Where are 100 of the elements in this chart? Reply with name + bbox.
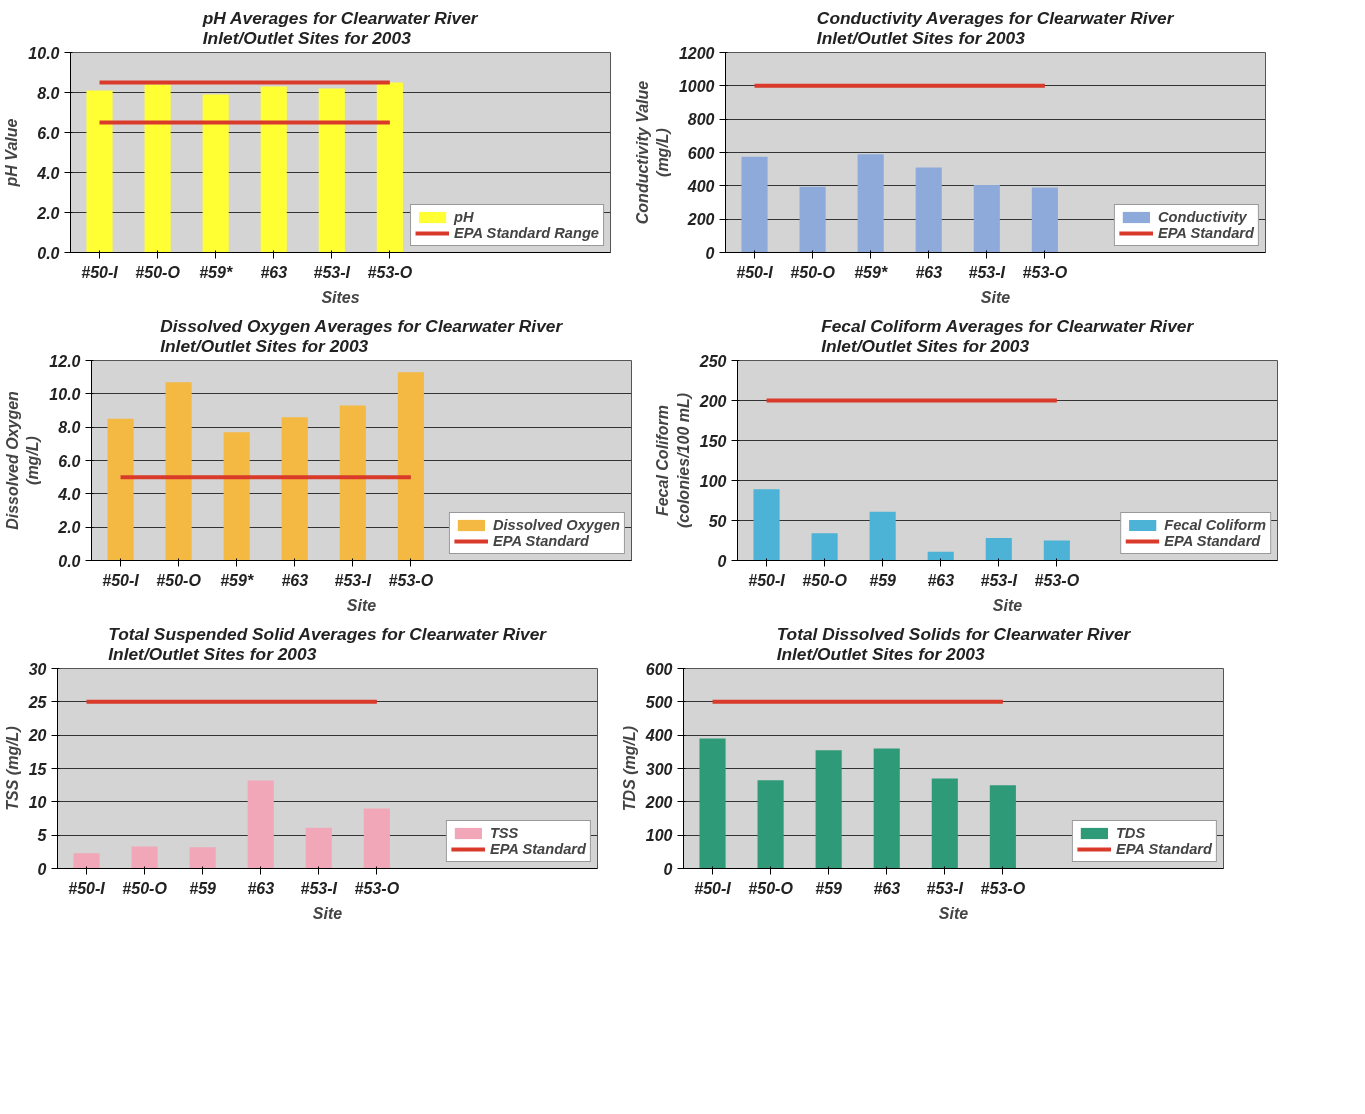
bar: [376, 82, 403, 253]
bar: [699, 738, 726, 869]
y-tick-label: 2.0: [36, 204, 60, 222]
bar: [1043, 540, 1070, 561]
bar: [247, 780, 274, 869]
x-tick-label: #50-O: [156, 571, 202, 589]
x-axis-title: Site: [312, 904, 343, 922]
y-tick-label: 800: [687, 111, 715, 129]
x-tick-label: #53-I: [313, 263, 351, 281]
bar: [873, 748, 900, 869]
y-tick-label: 1200: [678, 44, 715, 62]
x-tick-label: #53-I: [300, 879, 338, 897]
y-tick-label: 100: [699, 472, 727, 490]
x-tick-label: #53-O: [1034, 571, 1080, 589]
y-tick-label: 10.0: [28, 44, 60, 62]
bar: [260, 86, 287, 253]
legend-label: EPA Standard: [1164, 533, 1261, 549]
x-tick-label: #53-O: [354, 879, 400, 897]
x-tick-label: #53-I: [926, 879, 964, 897]
y-axis-title: TDS (mg/L): [620, 725, 638, 812]
y-tick-label: 2.0: [57, 519, 81, 537]
y-tick-label: 0: [717, 552, 727, 570]
legend-label: EPA Standard: [492, 533, 590, 549]
x-tick-label: #53-I: [334, 571, 372, 589]
x-axis-title: Site: [938, 904, 969, 922]
y-tick-label: 4.0: [57, 485, 81, 503]
chart-title: Conductivity Averages for Clearwater River Inlet/Outlet Sites for 2003: [816, 7, 1175, 48]
y-tick-label: 10.0: [49, 385, 81, 403]
y-tick-label: 600: [687, 144, 715, 162]
bar: [397, 372, 424, 561]
x-tick-label: #50-O: [748, 879, 794, 897]
y-tick-label: 600: [645, 660, 673, 678]
y-tick-label: 12.0: [49, 352, 81, 370]
x-tick-label: #59*: [854, 263, 888, 281]
x-tick-label: #53-O: [388, 571, 434, 589]
y-tick-label: 0.0: [58, 552, 81, 570]
bar: [86, 90, 113, 253]
bar: [144, 84, 171, 253]
y-tick-label: 500: [645, 693, 673, 711]
chart-title: Total Suspended Solid Averages for Clearwater River Inlet/Outlet Sites for 2003: [108, 623, 548, 664]
bar: [869, 511, 896, 561]
bar: [985, 538, 1012, 561]
y-tick-label: 250: [698, 352, 727, 370]
y-tick-label: 400: [686, 177, 715, 195]
x-tick-label: #63: [915, 263, 943, 281]
y-tick-label: 8.0: [58, 419, 81, 437]
y-axis-title: TSS (mg/L): [3, 726, 21, 811]
legend-label: EPA Standard Range: [454, 225, 599, 241]
x-tick-label: #53-I: [968, 263, 1006, 281]
x-tick-label: #53-I: [980, 571, 1018, 589]
x-tick-label: #63: [927, 571, 955, 589]
x-tick-label: #50-I: [694, 879, 732, 897]
y-tick-label: 150: [699, 432, 727, 450]
bar: [189, 847, 216, 869]
x-tick-label: #53-O: [980, 879, 1026, 897]
x-tick-label: #50-I: [81, 263, 119, 281]
y-tick-label: 100: [645, 827, 673, 845]
x-axis-title: Site: [346, 596, 377, 614]
legend-label: TDS: [1115, 825, 1146, 841]
legend-label: Fecal Coliform: [1164, 517, 1266, 533]
legend-label: Conductivity: [1157, 209, 1247, 225]
chart-title: Dissolved Oxygen Averages for Clearwater River Inlet/Outlet Sites for 2003: [160, 315, 564, 356]
x-tick-label: #50-I: [102, 571, 140, 589]
x-tick-label: #50-I: [748, 571, 786, 589]
bar: [131, 846, 158, 869]
y-tick-label: 6.0: [58, 452, 81, 470]
y-tick-label: 8.0: [37, 84, 60, 102]
legend-label: EPA Standard: [1157, 225, 1254, 241]
chart-title: pH Averages for Clearwater River Inlet/Outlet Sites for 2003: [201, 7, 479, 48]
bar: [305, 827, 332, 869]
bar: [915, 167, 942, 253]
y-tick-label: 20: [27, 727, 47, 745]
y-tick-label: 30: [28, 660, 47, 678]
x-tick-label: #59: [189, 879, 217, 897]
legend-label: EPA Standard: [489, 841, 586, 857]
x-tick-label: #59: [815, 879, 843, 897]
x-tick-label: #50-O: [122, 879, 168, 897]
x-axis-title: Site: [992, 596, 1023, 614]
y-tick-label: 50: [708, 512, 727, 530]
legend-label: TSS: [489, 825, 519, 841]
y-tick-label: 1000: [678, 77, 715, 95]
bar: [223, 432, 250, 561]
bar: [799, 186, 826, 253]
y-axis-title: Dissolved Oxygen (mg/L): [3, 390, 42, 530]
y-tick-label: 400: [644, 727, 673, 745]
x-tick-label: #59: [869, 571, 897, 589]
x-tick-label: #59*: [199, 263, 233, 281]
y-tick-label: 15: [28, 760, 48, 778]
bar: [363, 808, 390, 869]
x-axis-title: Site: [980, 288, 1011, 306]
y-tick-label: 300: [645, 760, 673, 778]
y-axis-title: Fecal Coliform (colonies/100 mL): [654, 392, 692, 529]
x-tick-label: #63: [247, 879, 275, 897]
bar: [757, 780, 784, 869]
x-tick-label: #63: [281, 571, 309, 589]
bar: [281, 417, 308, 561]
bar: [811, 533, 838, 561]
y-tick-label: 0.0: [37, 244, 60, 262]
bar: [857, 154, 884, 253]
x-tick-label: #63: [873, 879, 901, 897]
